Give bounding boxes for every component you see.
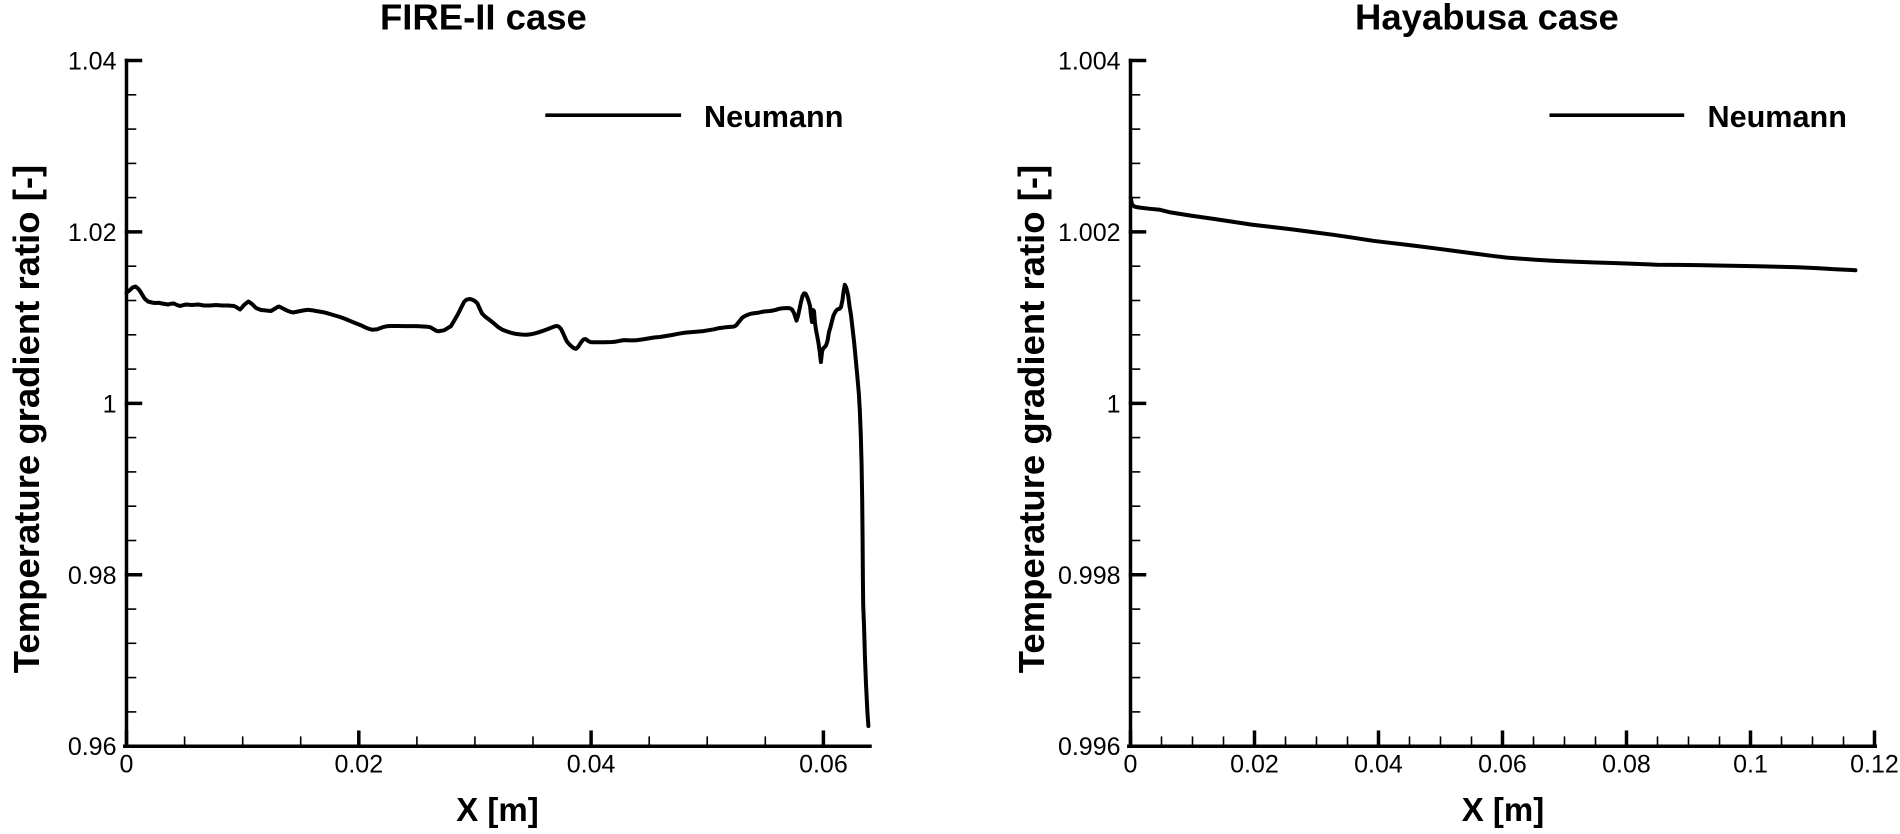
svg-text:Temperature gradient ratio [-]: Temperature gradient ratio [-] xyxy=(1011,165,1052,673)
svg-text:0.02: 0.02 xyxy=(334,751,383,779)
svg-text:0.02: 0.02 xyxy=(1230,751,1279,779)
svg-text:FIRE-II case: FIRE-II case xyxy=(380,0,587,38)
svg-text:0.96: 0.96 xyxy=(68,733,117,761)
svg-text:0.12: 0.12 xyxy=(1850,751,1899,779)
svg-text:Temperature gradient ratio [-]: Temperature gradient ratio [-] xyxy=(6,165,47,673)
svg-text:1.004: 1.004 xyxy=(1058,48,1121,76)
svg-text:Hayabusa case: Hayabusa case xyxy=(1355,0,1619,38)
svg-text:X [m]: X [m] xyxy=(1462,791,1545,828)
svg-text:Neumann: Neumann xyxy=(704,100,843,134)
svg-text:0.1: 0.1 xyxy=(1733,751,1768,779)
svg-text:1: 1 xyxy=(103,390,117,418)
svg-text:0.98: 0.98 xyxy=(68,562,117,590)
svg-text:1: 1 xyxy=(1107,390,1121,418)
svg-text:0.06: 0.06 xyxy=(1478,751,1527,779)
svg-text:1.002: 1.002 xyxy=(1058,219,1121,247)
svg-text:0.06: 0.06 xyxy=(799,751,848,779)
svg-text:X [m]: X [m] xyxy=(456,791,539,828)
svg-text:0.998: 0.998 xyxy=(1058,562,1121,590)
svg-text:0: 0 xyxy=(120,751,134,779)
svg-text:0: 0 xyxy=(1124,751,1138,779)
svg-text:0.04: 0.04 xyxy=(1354,751,1403,779)
svg-text:1.02: 1.02 xyxy=(68,219,117,247)
svg-text:1.04: 1.04 xyxy=(68,48,117,76)
svg-text:0.996: 0.996 xyxy=(1058,733,1121,761)
svg-text:0.04: 0.04 xyxy=(567,751,616,779)
svg-text:Neumann: Neumann xyxy=(1708,100,1847,134)
svg-text:0.08: 0.08 xyxy=(1602,751,1651,779)
